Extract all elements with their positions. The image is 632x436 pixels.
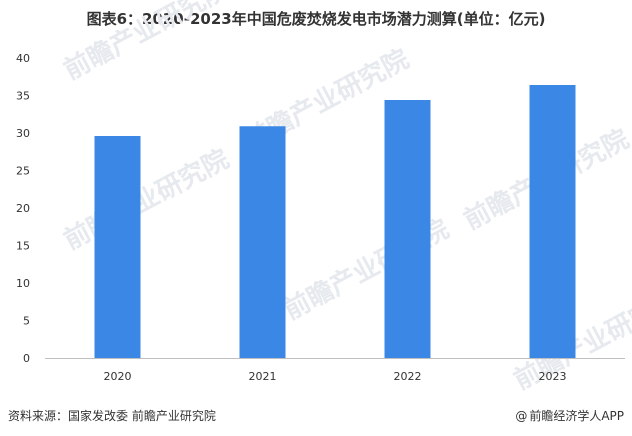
y-tick-label: 40 — [16, 52, 30, 65]
brand-credit: @ 前瞻经济学人APP — [515, 407, 624, 424]
watermark-text: 前瞻产业研究院 — [59, 143, 234, 256]
y-tick-label: 10 — [16, 277, 30, 290]
bar-series — [94, 85, 576, 358]
bar-2022 — [384, 100, 431, 358]
y-tick-label: 15 — [16, 240, 30, 253]
bar-2023 — [529, 85, 576, 358]
bar-2021 — [239, 126, 286, 358]
y-tick-label: 5 — [23, 315, 30, 328]
bar-2020 — [94, 136, 141, 358]
x-tick-label: 2021 — [249, 370, 277, 383]
bar-chart: 前瞻产业研究院前瞻产业研究院前瞻产业研究院前瞻产业研究院前瞻产业研究院前瞻产业研… — [16, 0, 632, 396]
y-tick-label: 30 — [16, 127, 30, 140]
y-axis: 0 5 10 15 20 25 30 35 40 — [16, 52, 30, 365]
watermark-text: 前瞻产业研究院 — [59, 0, 234, 86]
at-icon: @ — [515, 409, 528, 423]
x-axis: 2020 2021 2022 2023 — [104, 370, 567, 383]
y-tick-label: 25 — [16, 165, 30, 178]
y-tick-label: 35 — [16, 90, 30, 103]
x-tick-label: 2023 — [539, 370, 567, 383]
x-tick-label: 2020 — [104, 370, 132, 383]
brand-name: 前瞻经济学人APP — [529, 409, 624, 423]
y-tick-label: 20 — [16, 202, 30, 215]
source-note: 资料来源：国家发改委 前瞻产业研究院 — [8, 409, 216, 423]
x-tick-label: 2022 — [394, 370, 422, 383]
y-tick-label: 0 — [23, 352, 30, 365]
chart-title: 图表6：2020-2023年中国危废焚烧发电市场潜力测算(单位：亿元) — [86, 10, 546, 28]
